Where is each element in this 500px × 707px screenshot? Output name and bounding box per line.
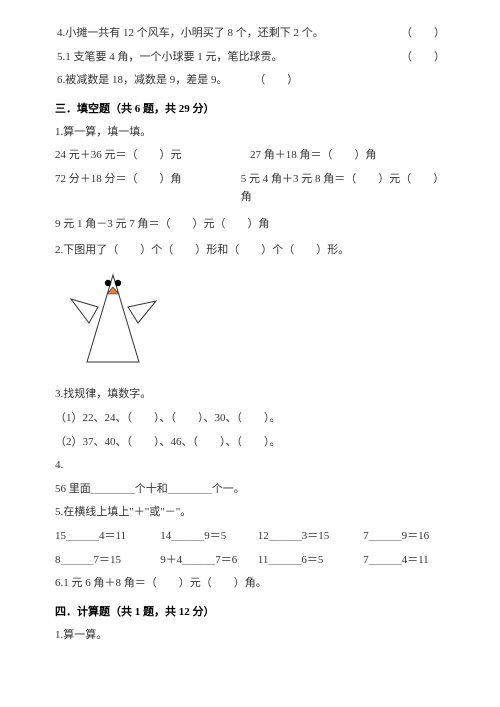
s3q5-row1: 15＿＿＿4＝11 14＿＿＿9＝5 12＿＿＿3＝15 7＿＿＿9＝16 — [55, 528, 445, 546]
s3q3b: （2）37、40、（ ）、46、（ ）、（ ）。 — [55, 434, 445, 452]
s3q5r1b: 14＿＿＿9＝5 — [160, 528, 258, 546]
s3q5r1c: 12＿＿＿3＝15 — [258, 528, 363, 546]
left-eye — [105, 280, 111, 286]
q5-paren: （ ） — [401, 49, 445, 67]
s3q3a: （1）22、24、（ ）、（ ）、30、（ ）。 — [55, 410, 445, 428]
s3q2: 2.下图用了（ ）个（ ）形和（ ）个（ ）形。 — [55, 242, 445, 260]
s3q1d: 5 元 4 角＋3 元 8 角＝（ ）元（ ）角 — [241, 171, 445, 206]
s3q1c: 72 分＋18 分＝（ ）角 — [55, 171, 241, 206]
s3q5r2d: 7＿＿＿4＝11 — [363, 552, 429, 570]
right-wing-triangle — [128, 301, 156, 323]
s3q1b: 27 角＋18 角＝（ ）角 — [250, 147, 377, 165]
left-wing-triangle — [71, 299, 98, 323]
judgment-q4: 4.小摊一共有 12 个风车，小明买了 8 个，还剩下 2 个。 （ ） — [55, 25, 445, 43]
q6-text: 6.被减数是 18，减数是 9，差是 9。 — [57, 74, 228, 86]
s3q1a: 24 元＋36 元＝（ ）元 — [55, 147, 250, 165]
s3q5r1d: 7＿＿＿9＝16 — [363, 528, 429, 546]
s3q3: 3.找规律，填数字。 — [55, 386, 445, 404]
right-eye — [115, 280, 121, 286]
s3q1-row2: 72 分＋18 分＝（ ）角 5 元 4 角＋3 元 8 角＝（ ）元（ ）角 — [55, 171, 445, 206]
q4-text: 4.小摊一共有 12 个风车，小明买了 8 个，还剩下 2 个。 — [57, 27, 324, 39]
shape-figure — [61, 267, 445, 372]
s3q1: 1.算一算，填一填。 — [55, 124, 445, 142]
q4-paren: （ ） — [401, 25, 445, 43]
s3q1-row1: 24 元＋36 元＝（ ）元 27 角＋18 角＝（ ）角 — [55, 147, 445, 165]
s3q5r2c: 11＿＿＿6＝5 — [258, 552, 363, 570]
judgment-q6: 6.被减数是 18，减数是 9，差是 9。 （ ） — [55, 72, 445, 90]
s3q4: 4. — [55, 457, 445, 475]
section-3-title: 三．填空题（共 6 题，共 29 分） — [55, 100, 445, 116]
q6-paren: （ ） — [254, 74, 298, 86]
s3q5r2b: 9＋4＿＿＿7＝6 — [160, 552, 258, 570]
s3q1e: 9 元 1 角－3 元 7 角＝（ ）元（ ）角 — [55, 216, 445, 234]
s3q4a: 56 里面＿＿＿＿个十和＿＿＿＿个一。 — [55, 481, 445, 499]
section-4-title: 四．计算题（共 1 题，共 12 分） — [55, 603, 445, 619]
s4q1: 1.算一算。 — [55, 627, 445, 645]
penguin-shape-svg — [61, 267, 181, 372]
judgment-q5: 5.1 支笔要 4 角，一个小球要 1 元，笔比球贵。 （ ） — [55, 49, 445, 67]
s3q5: 5.在横线上填上"＋"或"－"。 — [55, 504, 445, 522]
s3q5r2a: 8＿＿＿7＝15 — [55, 552, 160, 570]
q5-text: 5.1 支笔要 4 角，一个小球要 1 元，笔比球贵。 — [57, 51, 283, 63]
s3q6: 6.1 元 6 角＋8 角＝（ ）元（ ）角。 — [55, 575, 445, 593]
s3q5r1a: 15＿＿＿4＝11 — [55, 528, 160, 546]
s3q5-row2: 8＿＿＿7＝15 9＋4＿＿＿7＝6 11＿＿＿6＝5 7＿＿＿4＝11 — [55, 552, 445, 570]
